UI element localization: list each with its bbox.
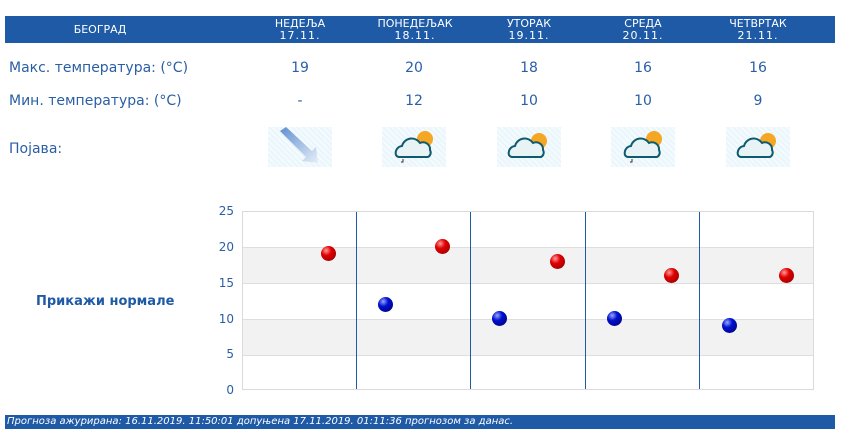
grid-line — [243, 319, 813, 320]
min-temp-value: - — [297, 93, 303, 109]
max-temp-point — [664, 268, 679, 283]
day-header-2: УТОРАК 19.11. — [506, 17, 552, 42]
forecast-update-info: Прогноза ажурирана: 16.11.2019. 11:50:01… — [5, 415, 835, 429]
phenomenon-row: Појава: — [0, 126, 850, 168]
phenomenon-label: Појава: — [9, 141, 63, 157]
min-temp-value: 12 — [405, 93, 423, 109]
day-header-4: ЧЕТВРТАК 21.11. — [729, 17, 787, 42]
max-temp-point — [321, 246, 336, 261]
day-header-1: ПОНЕДЕЉАК 18.11. — [377, 17, 453, 42]
show-normals-link[interactable]: Прикажи нормале — [36, 294, 175, 309]
max-temp-point — [435, 239, 450, 254]
min-temp-label: Мин. температура: (°C) — [9, 93, 182, 109]
min-temp-value: 9 — [753, 93, 763, 109]
max-temp-value: 20 — [405, 60, 423, 76]
partly-cloudy-icon — [726, 127, 790, 167]
min-temp-point — [607, 311, 622, 326]
min-temp-point — [722, 318, 737, 333]
max-temp-value: 16 — [634, 60, 652, 76]
y-tick-15: 15 — [218, 276, 234, 290]
partly-cloudy-light-rain-icon — [611, 127, 675, 167]
partly-cloudy-light-rain-icon — [382, 127, 446, 167]
temperature-chart — [242, 211, 814, 390]
max-temp-value: 18 — [520, 60, 538, 76]
day-separator — [585, 212, 586, 389]
day-separator — [699, 212, 700, 389]
y-tick-10: 10 — [218, 312, 234, 326]
grid-band — [243, 319, 813, 355]
y-tick-20: 20 — [218, 240, 234, 254]
partly-cloudy-icon — [497, 127, 561, 167]
max-temp-point — [779, 268, 794, 283]
city-name: БЕОГРАД — [73, 23, 127, 36]
grid-line — [243, 283, 813, 284]
min-temp-point — [492, 311, 507, 326]
y-tick-25: 25 — [218, 204, 234, 218]
day-separator — [470, 212, 471, 389]
grid-line — [243, 247, 813, 248]
min-temp-point — [378, 297, 393, 312]
max-temp-point — [550, 254, 565, 269]
day-header-3: СРЕДА 20.11. — [622, 17, 664, 42]
max-temp-label: Макс. температура: (°C) — [9, 60, 189, 76]
y-tick-0: 0 — [226, 383, 234, 397]
y-tick-5: 5 — [226, 347, 234, 361]
max-temp-value: 16 — [749, 60, 767, 76]
day-separator — [356, 212, 357, 389]
wind-arrow-icon — [268, 127, 332, 167]
max-temp-value: 19 — [291, 60, 309, 76]
day-header-0: НЕДЕЉА 17.11. — [274, 17, 326, 42]
forecast-header: БЕОГРАД НЕДЕЉА 17.11. ПОНЕДЕЉАК 18.11. У… — [5, 16, 835, 43]
grid-line — [243, 355, 813, 356]
min-temp-value: 10 — [520, 93, 538, 109]
grid-band — [243, 247, 813, 283]
min-temp-value: 10 — [634, 93, 652, 109]
